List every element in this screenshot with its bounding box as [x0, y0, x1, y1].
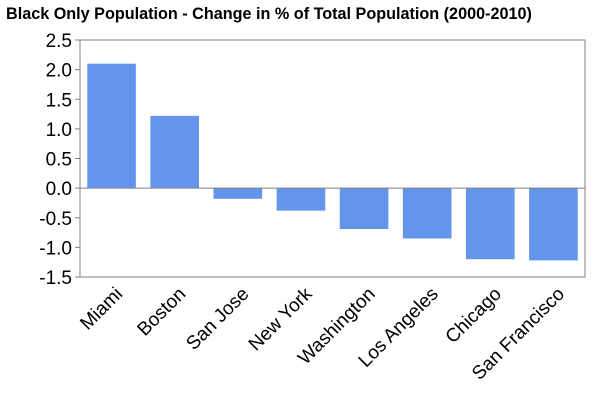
bar-san-jose	[213, 188, 263, 199]
y-tick-label: 0.0	[46, 179, 72, 200]
y-tick-label: -0.5	[39, 209, 72, 230]
bar-miami	[87, 63, 136, 189]
bar-washington	[339, 188, 389, 230]
bar-boston	[150, 115, 199, 189]
chart-title: Black Only Population - Change in % of T…	[6, 5, 532, 23]
y-tick-label: 2.0	[46, 61, 72, 82]
y-tick-label: -1.0	[39, 238, 72, 259]
y-tick-label: -1.5	[39, 268, 72, 289]
y-tick-label: 0.5	[46, 150, 72, 171]
y-axis: 2.5 2.0 1.5 1.0 0.5 0.0 -0.5 -1.0 -1.5	[39, 31, 80, 289]
bar-new-york	[276, 188, 326, 211]
bars	[80, 63, 585, 261]
y-tick-label: 1.5	[46, 90, 72, 111]
bar-chicago	[466, 188, 515, 260]
x-tick-label: San Jose	[182, 284, 253, 355]
bar-san-francisco	[529, 188, 578, 261]
x-tick-label: Boston	[134, 284, 191, 341]
x-tick-label: Chicago	[442, 284, 506, 348]
bar-los-angeles	[402, 188, 452, 239]
x-tick-label: Miami	[76, 284, 127, 335]
y-tick-label: 2.5	[46, 31, 72, 52]
y-tick-label: 1.0	[46, 120, 72, 141]
